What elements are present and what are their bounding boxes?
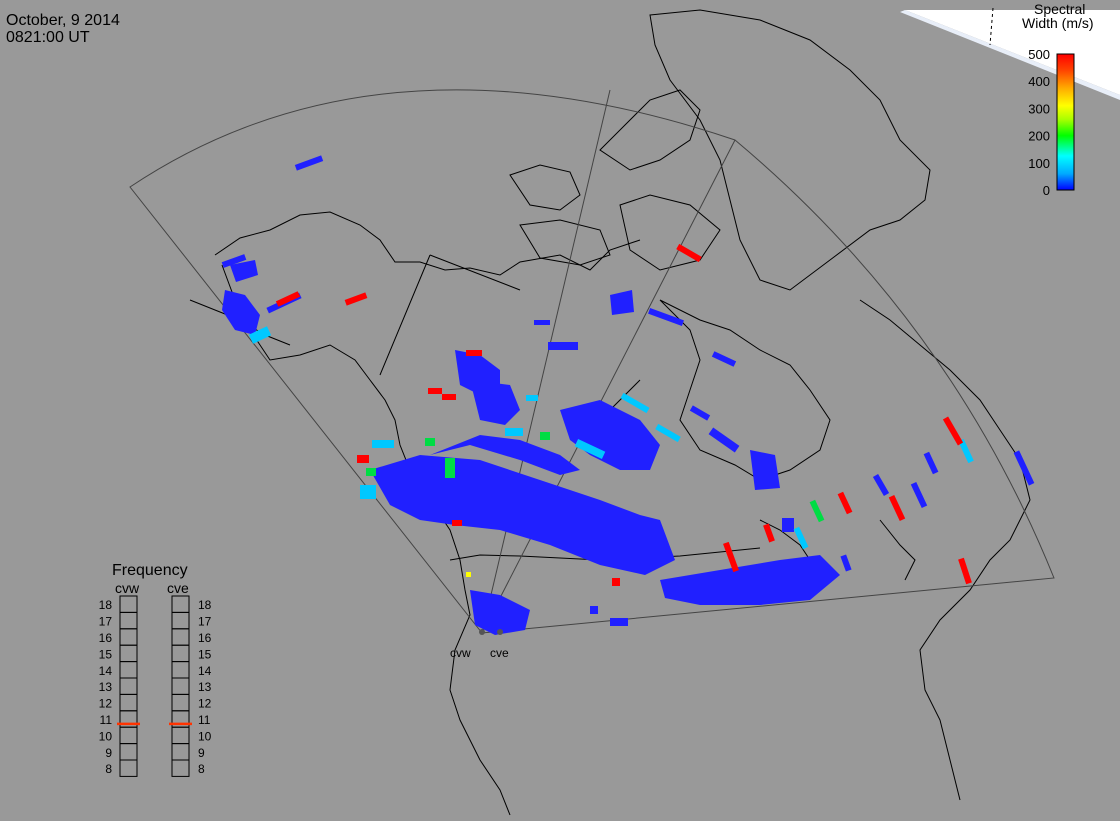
frequency-level-left: 9 [105,746,112,760]
frequency-level-right: 15 [198,647,212,661]
frequency-title: Frequency [112,562,188,579]
fov-cve-left-edge [481,139,736,634]
echo-red [275,243,972,586]
coastlines [189,9,1031,816]
frequency-cell [119,759,138,777]
frequency-level-right: 11 [198,713,211,727]
echo-yellow [466,572,471,577]
frequency-level-right: 8 [198,762,205,776]
frequency-level-left: 10 [99,729,113,743]
radar-site-cve [497,629,503,635]
frequency-level-left: 18 [99,598,113,612]
echo-green [366,432,825,523]
frequency-col-cvw: cvw [115,580,140,596]
frequency-col-cve: cve [167,580,189,596]
frequency-grid: 18 18 17 17 16 16 15 15 14 14 13 13 12 12 11 11 10 10 9 9 8 8 [99,595,212,777]
radar-echoes [221,155,1035,635]
frequency-panel: Frequency cvw cve 18 18 17 17 16 16 15 15 14 14 13… [99,562,212,777]
frequency-level-right: 17 [198,615,212,629]
radar-label-cvw: cvw [450,646,471,660]
frequency-level-right: 12 [198,697,212,711]
frequency-level-left: 14 [99,664,113,678]
time-label: 0821:00 UT [6,29,90,46]
colorbar-gradient [1056,53,1075,191]
radar-site-cvw [479,629,485,635]
polar-dashed-line [989,7,994,46]
echo-scattered [221,155,1035,626]
frequency-level-right: 13 [198,680,212,694]
frequency-level-right: 9 [198,746,205,760]
colorbar-tick-label: 300 [1028,101,1050,116]
frequency-level-left: 13 [99,680,113,694]
colorbar-tick-label: 400 [1028,74,1050,89]
echo-arc-blue [222,260,840,635]
colorbar-tick-label: 100 [1028,156,1050,171]
frequency-level-right: 10 [198,729,212,743]
colorbar-tick-label: 200 [1028,129,1050,144]
date-label: October, 9 2014 [6,12,120,29]
colorbar-tick-label: 500 [1028,47,1050,62]
frequency-level-right: 16 [198,631,212,645]
frequency-level-left: 15 [99,647,113,661]
frequency-cell [171,759,190,777]
frequency-level-right: 14 [198,664,212,678]
colorbar: Spectral Width (m/s) 500 400 300 200 100 0 [1022,1,1094,198]
frequency-level-left: 12 [99,697,113,711]
echo-cyan [248,326,974,550]
frequency-level-right: 18 [198,598,212,612]
colorbar-title-2: Width (m/s) [1022,15,1094,31]
fov-boundary [481,89,611,634]
colorbar-title-1: Spectral [1034,1,1085,17]
colorbar-ticks: 500 400 300 200 100 0 [1028,47,1050,198]
frequency-level-left: 8 [105,762,112,776]
frequency-level-left: 16 [99,631,113,645]
frequency-level-left: 17 [99,615,113,629]
frequency-level-left: 11 [100,713,113,727]
fov-outlines [129,89,1055,634]
radar-label-cve: cve [490,646,509,660]
colorbar-tick-label: 0 [1043,183,1050,198]
